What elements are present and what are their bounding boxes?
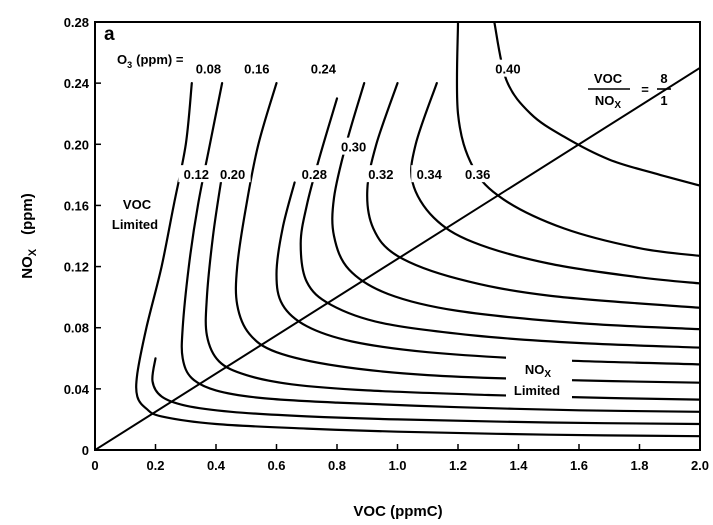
x-tick-label: 1.2 xyxy=(449,458,467,473)
x-tick-label: 2.0 xyxy=(691,458,709,473)
ratio-label: VOC NOX = 8 1 xyxy=(588,71,671,111)
ratio-value-numerator: 8 xyxy=(660,71,667,86)
isopleth-curve xyxy=(410,82,700,285)
isopleth-curve xyxy=(204,173,700,401)
nox-limited-backdrop xyxy=(506,355,572,401)
isopleth-curve xyxy=(180,82,700,413)
x-tick-label: 0.8 xyxy=(328,458,346,473)
isopleth-label: 0.34 xyxy=(417,167,443,182)
isopleth-label-backdrop xyxy=(335,137,372,155)
y-tick-label: 0.24 xyxy=(64,76,90,91)
isopleth-label-backdrop xyxy=(459,165,496,183)
x-tick-label: 1.4 xyxy=(509,458,528,473)
ratio-denominator-main: NO xyxy=(595,93,615,108)
x-tick-label: 1.6 xyxy=(570,458,588,473)
isopleth-label-backdrop xyxy=(305,59,342,77)
x-axis-title: VOC (ppmC) xyxy=(353,503,442,520)
y-tick-label: 0.16 xyxy=(64,198,89,213)
x-tick-label: 0.6 xyxy=(267,458,285,473)
x-axis-ticks: 0 0.2 0.4 0.6 0.8 1.0 1.2 1.4 1.6 1.8 2.0 xyxy=(91,444,709,473)
isopleth-label-backdrop xyxy=(411,165,448,183)
o3-header-sub: 3 xyxy=(127,60,132,70)
y-tick-label: 0.08 xyxy=(64,321,89,336)
nox-limited-line1: NOX xyxy=(525,362,552,380)
isopleth-label: 0.12 xyxy=(184,167,209,182)
isopleth-label: 0.28 xyxy=(302,167,327,182)
y-axis-title-sub: X xyxy=(27,248,39,256)
y-axis-title-main: NO xyxy=(19,256,36,279)
isopleth-label-backdrop xyxy=(214,165,251,183)
x-tick-label: 0 xyxy=(91,458,98,473)
isopleth-label-backdrop xyxy=(296,165,333,183)
x-tick-label: 0.4 xyxy=(207,458,226,473)
isopleth-curve xyxy=(493,22,700,187)
voc-limited-line1: VOC xyxy=(123,197,152,212)
isopleth-label-backdrop xyxy=(238,59,275,77)
y-tick-label: 0.28 xyxy=(64,15,89,30)
y-axis-title-unit: (ppm) xyxy=(19,193,36,235)
x-tick-label: 1.8 xyxy=(630,458,648,473)
isopleth-label: 0.36 xyxy=(465,167,490,182)
y-tick-label: 0.12 xyxy=(64,260,89,275)
x-tick-label: 0.2 xyxy=(146,458,164,473)
panel-label: a xyxy=(104,24,115,45)
voc-limited-line2: Limited xyxy=(112,217,158,232)
x-tick-label: 1.0 xyxy=(388,458,406,473)
o3-header-main: O xyxy=(117,52,127,67)
ratio-numerator-text: VOC xyxy=(594,71,623,86)
voc-nox-ratio-line xyxy=(95,67,700,450)
isopleth-label-backdrop xyxy=(362,165,399,183)
isopleth-labels: 0.08 0.16 0.24 0.40 0.12 0.20 0.30 0.28 0.32 0.34… xyxy=(178,59,526,183)
isopleth-label: 0.40 xyxy=(495,62,520,77)
isopleth-label: 0.32 xyxy=(368,167,393,182)
ozone-isopleths xyxy=(95,22,700,450)
ratio-denominator-sub: X xyxy=(614,100,621,111)
isopleth-label-backdrop xyxy=(190,59,227,77)
nox-limited-main: NO xyxy=(525,362,545,377)
isopleth-curve xyxy=(135,82,700,438)
isopleth-label-backdrop xyxy=(489,59,526,77)
isopleth-label-backdrop xyxy=(178,165,215,183)
isopleth-label: 0.20 xyxy=(220,167,245,182)
isopleth-curve xyxy=(151,357,700,426)
o3-header: O3 (ppm) = xyxy=(117,52,184,70)
y-tick-label: 0.20 xyxy=(64,137,89,152)
isopleth-curve xyxy=(234,82,700,384)
ratio-value-denominator: 1 xyxy=(660,93,667,108)
isopleth-label: 0.08 xyxy=(196,62,221,77)
isopleth-curve xyxy=(299,97,700,349)
isopleth-label: 0.16 xyxy=(244,62,269,77)
ratio-equals: = xyxy=(641,82,649,97)
o3-header-rest: (ppm) = xyxy=(136,52,184,67)
nox-limited-line2: Limited xyxy=(514,383,560,398)
isopleth-label: 0.30 xyxy=(341,140,366,155)
isopleth-label: 0.24 xyxy=(311,62,337,77)
ratio-denominator-text: NOX xyxy=(595,93,622,111)
isopleth-curve xyxy=(366,82,700,309)
nox-limited-sub: X xyxy=(544,369,551,380)
isopleth-curve xyxy=(455,22,700,257)
y-axis-title: NOX (ppm) xyxy=(19,193,39,279)
y-tick-label: 0 xyxy=(82,443,89,458)
y-tick-label: 0.04 xyxy=(64,382,90,397)
